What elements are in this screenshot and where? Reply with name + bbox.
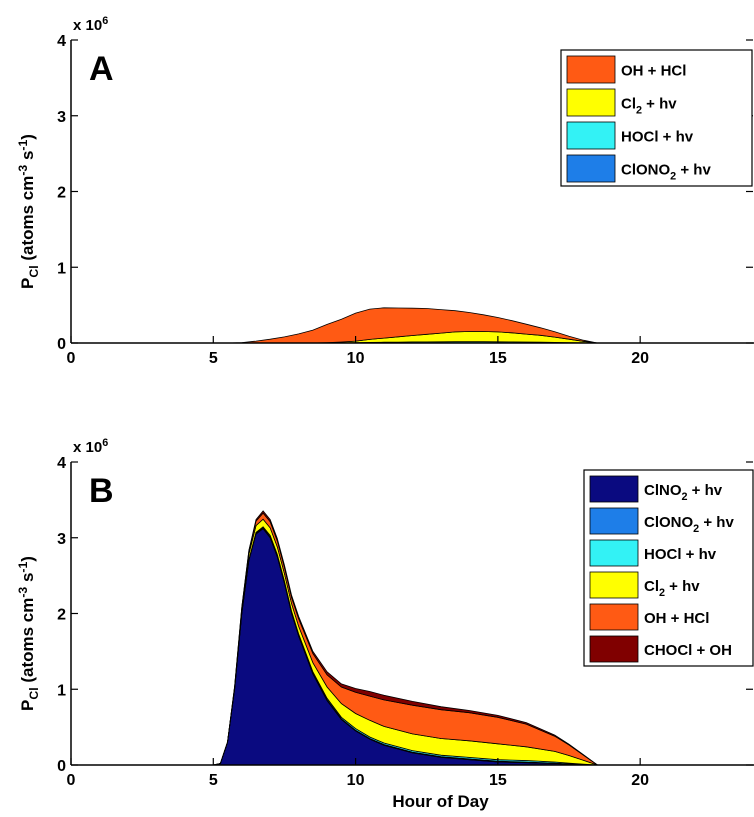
- legend-box: [583, 469, 754, 667]
- y-tick-label: 1: [57, 260, 66, 277]
- legend-label: ClNO2 + hv: [644, 482, 723, 503]
- x-tick-label: 10: [347, 350, 365, 367]
- y-multiplier: x 106​: [73, 437, 108, 456]
- x-tick-label: 5: [209, 772, 218, 789]
- legend-swatch: [566, 121, 616, 150]
- area-oh-hcl: [213, 307, 612, 344]
- y-axis-label: PCl (atoms cm-3 s-1): [16, 556, 41, 711]
- x-tick-label: 15: [489, 772, 507, 789]
- legend-label: Cl2 + hv: [644, 578, 700, 599]
- legend-swatch: [589, 603, 639, 631]
- legend-label: CHOCl + OH: [644, 642, 732, 659]
- legend-label: HOCl + hv: [621, 129, 694, 146]
- x-tick-label: 0: [67, 772, 76, 789]
- x-axis-label: Hour of Day: [392, 792, 489, 811]
- x-tick-label: 20: [631, 772, 649, 789]
- x-tick-label: 15: [489, 350, 507, 367]
- y-tick-label: 4: [57, 455, 66, 472]
- x-tick-label: 5: [209, 350, 218, 367]
- y-tick-label: 2: [57, 185, 66, 202]
- chart-panel-b: 0 1 2 3 4 0 5 10 15 20 x 106​ PCl (atoms cm-3 s-1) H…: [16, 437, 754, 811]
- legend-label: HOCl + hv: [644, 546, 717, 563]
- y-tick-label: 3: [57, 531, 66, 548]
- legend: ClNO2 + hv ClONO2 + hv HOCl + hv Cl2 + hv OH…: [583, 469, 754, 667]
- legend-label: ClONO2 + hv: [621, 162, 711, 183]
- x-tick-label: 10: [347, 772, 365, 789]
- legend-swatch: [566, 55, 616, 84]
- area-chocl-oh: [213, 510, 612, 766]
- legend-swatch: [566, 154, 616, 183]
- y-tick-label: 2: [57, 607, 66, 624]
- y-tick-label: 0: [57, 758, 66, 775]
- y-tick-label: 3: [57, 109, 66, 126]
- y-tick-label: 1: [57, 682, 66, 699]
- panel-label: A: [89, 50, 114, 88]
- legend-swatch: [589, 539, 639, 567]
- legend: OH + HCl Cl2 + hv HOCl + hv ClONO2 + hv: [560, 49, 753, 187]
- legend-label: Cl2 + hv: [621, 96, 677, 117]
- legend-swatch: [589, 571, 639, 599]
- legend-swatch: [589, 507, 639, 535]
- legend-label: ClONO2 + hv: [644, 514, 734, 535]
- panel-label: B: [89, 472, 114, 510]
- chart-panel-a: 0 1 2 3 4 0 5 10 15 20 x 106​ PCl (atoms cm-3 s-1) A…: [16, 15, 754, 367]
- legend-label: OH + HCl: [644, 610, 709, 627]
- y-tick-label: 4: [57, 33, 66, 50]
- y-tick-label: 0: [57, 336, 66, 353]
- legend-swatch: [589, 475, 639, 503]
- legend-label: OH + HCl: [621, 63, 686, 80]
- legend-swatch: [589, 635, 639, 663]
- x-tick-label: 20: [631, 350, 649, 367]
- x-tick-label: 0: [67, 350, 76, 367]
- y-multiplier: x 106​: [73, 15, 108, 34]
- legend-swatch: [566, 88, 616, 117]
- y-axis-label: PCl (atoms cm-3 s-1): [16, 134, 41, 289]
